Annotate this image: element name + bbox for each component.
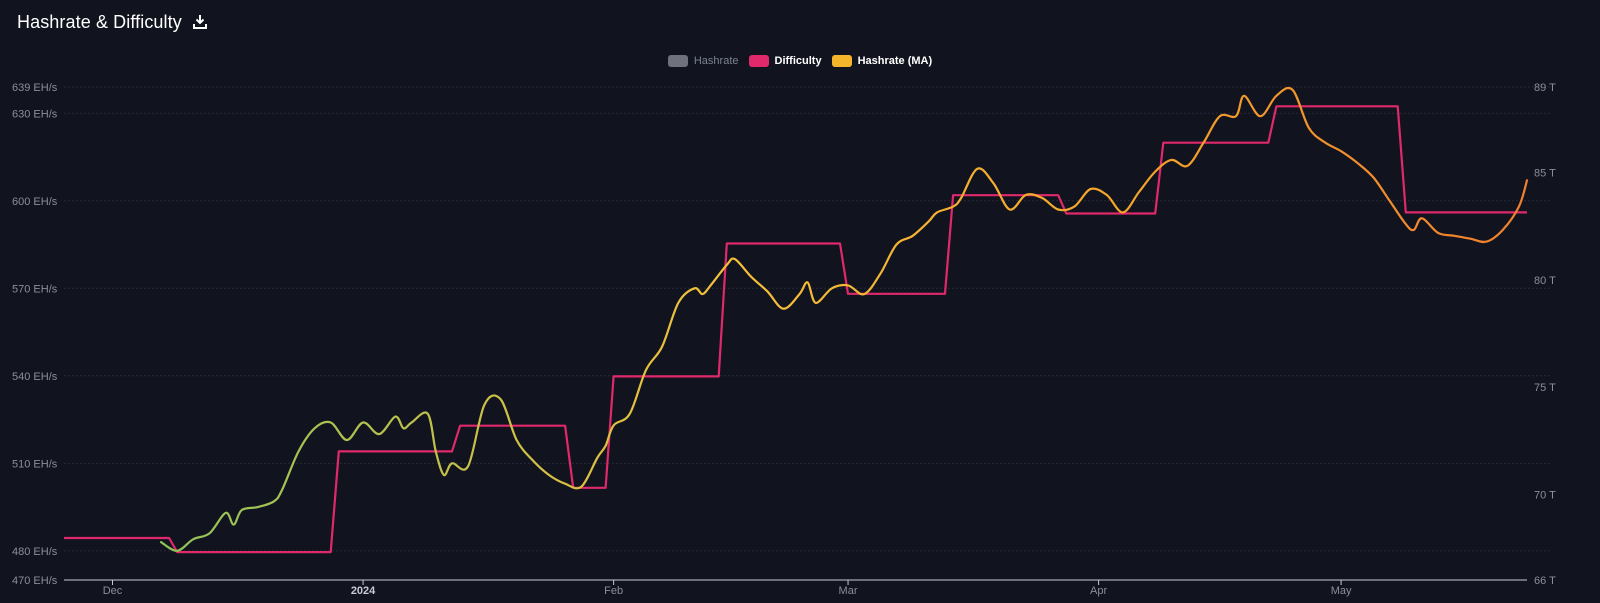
y-left-tick-label: 480 EH/s xyxy=(12,546,58,558)
grid-lines xyxy=(64,86,1552,552)
legend-swatch-difficulty xyxy=(748,55,769,67)
legend-item-hashrate[interactable]: Hashrate xyxy=(667,55,739,67)
y-right-tick-label: 70 T xyxy=(1534,489,1556,501)
chart-legend: Hashrate Difficulty Hashrate (MA) xyxy=(0,55,1600,67)
legend-swatch-hashrate-ma xyxy=(831,55,852,67)
x-tick-label: Feb xyxy=(604,585,623,597)
legend-label-difficulty: Difficulty xyxy=(774,55,822,67)
y-right-tick-label: 89 T xyxy=(1534,82,1556,94)
x-tick-label: Apr xyxy=(1090,585,1107,597)
hashrate-ma-series-line xyxy=(159,86,1529,552)
x-tick-label: Mar xyxy=(839,585,858,597)
legend-item-hashrate-ma[interactable]: Hashrate (MA) xyxy=(831,55,933,67)
y-left-tick-label: 510 EH/s xyxy=(12,458,58,470)
y-right-tick-label: 85 T xyxy=(1534,168,1556,180)
series xyxy=(64,86,1529,554)
chart-header: Hashrate & Difficulty xyxy=(17,10,208,34)
download-icon[interactable] xyxy=(192,14,208,30)
legend-label-hashrate-ma: Hashrate (MA) xyxy=(857,55,933,67)
x-tick-label: Dec xyxy=(103,585,123,597)
legend-swatch-hashrate xyxy=(667,55,688,67)
y-right-tick-label: 80 T xyxy=(1534,275,1556,287)
legend-item-difficulty[interactable]: Difficulty xyxy=(748,55,822,67)
difficulty-series-line xyxy=(64,105,1527,554)
axes: 470 EH/s 480 EH/s 510 EH/s 540 EH/s 570 EH/s… xyxy=(12,82,1556,597)
y-left-tick-label: 570 EH/s xyxy=(12,283,58,295)
y-left-tick-label: 540 EH/s xyxy=(12,371,58,383)
x-tick-label: 2024 xyxy=(351,585,376,597)
y-left-tick-label: 639 EH/s xyxy=(12,82,58,94)
y-right-tick-label: 66 T xyxy=(1534,575,1556,587)
x-tick-label: May xyxy=(1331,585,1352,597)
y-left-tick-label: 630 EH/s xyxy=(12,108,58,120)
legend-label-hashrate: Hashrate xyxy=(693,55,739,67)
chart-title: Hashrate & Difficulty xyxy=(17,11,182,32)
y-right-tick-label: 75 T xyxy=(1534,382,1556,394)
y-left-tick-label: 600 EH/s xyxy=(12,196,58,208)
y-left-tick-label: 470 EH/s xyxy=(12,575,58,587)
